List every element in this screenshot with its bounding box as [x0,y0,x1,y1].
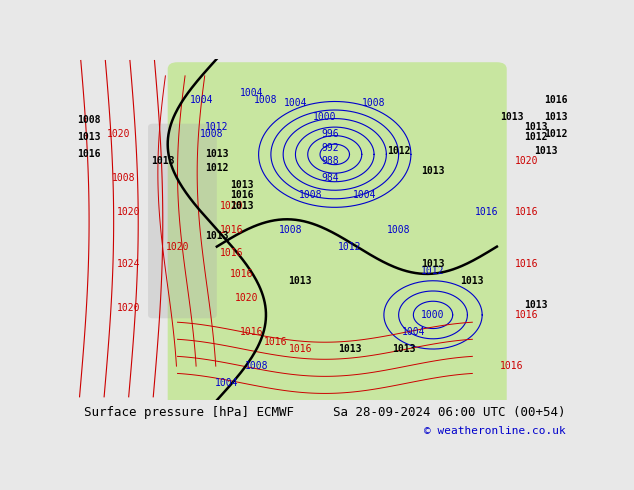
Text: 996: 996 [321,129,339,139]
Text: 1016: 1016 [220,224,243,235]
Text: Sa 28-09-2024 06:00 UTC (00+54): Sa 28-09-2024 06:00 UTC (00+54) [333,406,566,419]
FancyBboxPatch shape [167,62,507,407]
Text: 1004: 1004 [190,95,214,105]
Text: 1013: 1013 [460,276,484,286]
Text: 1013: 1013 [524,300,548,310]
FancyBboxPatch shape [148,123,217,318]
Text: 1012: 1012 [205,122,229,132]
Text: 1016: 1016 [515,207,538,218]
Text: 1004: 1004 [353,191,376,200]
Text: 984: 984 [321,173,339,183]
Text: 1008: 1008 [299,191,322,200]
Text: 1020: 1020 [107,129,131,139]
Text: 1004: 1004 [401,327,425,337]
Text: 1020: 1020 [515,156,538,166]
Text: 1008: 1008 [254,95,278,105]
Text: 1024: 1024 [117,259,140,269]
Text: 1016: 1016 [288,344,312,354]
Text: 1000: 1000 [421,310,445,320]
Text: 1013: 1013 [500,112,524,122]
Text: 1020: 1020 [220,200,243,211]
Text: 1013: 1013 [421,167,445,176]
Text: 1000: 1000 [313,112,337,122]
Text: 1020: 1020 [117,207,140,218]
Text: 1013: 1013 [205,149,229,159]
Text: 1013: 1013 [230,200,253,211]
Text: 1016: 1016 [230,191,253,200]
Text: 1016: 1016 [264,337,288,347]
Text: 1012: 1012 [338,242,361,251]
Text: 1004: 1004 [283,98,307,108]
Text: 988: 988 [321,156,339,166]
Text: Surface pressure [hPa] ECMWF: Surface pressure [hPa] ECMWF [84,406,294,419]
Text: 1016: 1016 [220,248,243,258]
Text: © weatheronline.co.uk: © weatheronline.co.uk [424,426,566,436]
Text: 1016: 1016 [476,207,499,218]
Text: 1013: 1013 [205,231,229,242]
Text: 1013: 1013 [77,132,101,142]
Text: 1013: 1013 [421,259,445,269]
Text: 1020: 1020 [235,293,258,303]
Text: 1008: 1008 [112,173,135,183]
Text: 1013: 1013 [544,112,567,122]
Text: 1016: 1016 [515,259,538,269]
Text: 1016: 1016 [515,310,538,320]
Text: 1012: 1012 [205,163,229,173]
Text: 1008: 1008 [362,98,386,108]
Text: 1008: 1008 [200,129,224,139]
Text: 1012: 1012 [387,146,410,156]
Text: 1012: 1012 [421,266,445,275]
Text: 1008: 1008 [279,224,302,235]
Text: 1013: 1013 [524,122,548,132]
Text: 1013: 1013 [288,276,312,286]
Text: 1013: 1013 [230,180,253,190]
Text: 1020: 1020 [165,242,190,251]
Text: 1016: 1016 [230,269,253,279]
Text: 1016: 1016 [500,361,524,371]
Text: 1008: 1008 [387,224,410,235]
Text: 1020: 1020 [117,303,140,313]
Text: 1004: 1004 [215,378,238,388]
Text: 1013: 1013 [534,146,558,156]
Text: 1016: 1016 [544,95,567,105]
Text: 1016: 1016 [77,149,101,159]
Text: 1012: 1012 [544,129,567,139]
Text: 1016: 1016 [240,327,263,337]
Text: 1008: 1008 [77,115,101,125]
Text: 1012: 1012 [524,132,548,142]
Text: 1004: 1004 [240,88,263,98]
Text: 1008: 1008 [244,361,268,371]
Text: 1013: 1013 [392,344,415,354]
Text: 1013: 1013 [151,156,174,166]
Text: 992: 992 [321,143,339,152]
Text: 1013: 1013 [338,344,361,354]
